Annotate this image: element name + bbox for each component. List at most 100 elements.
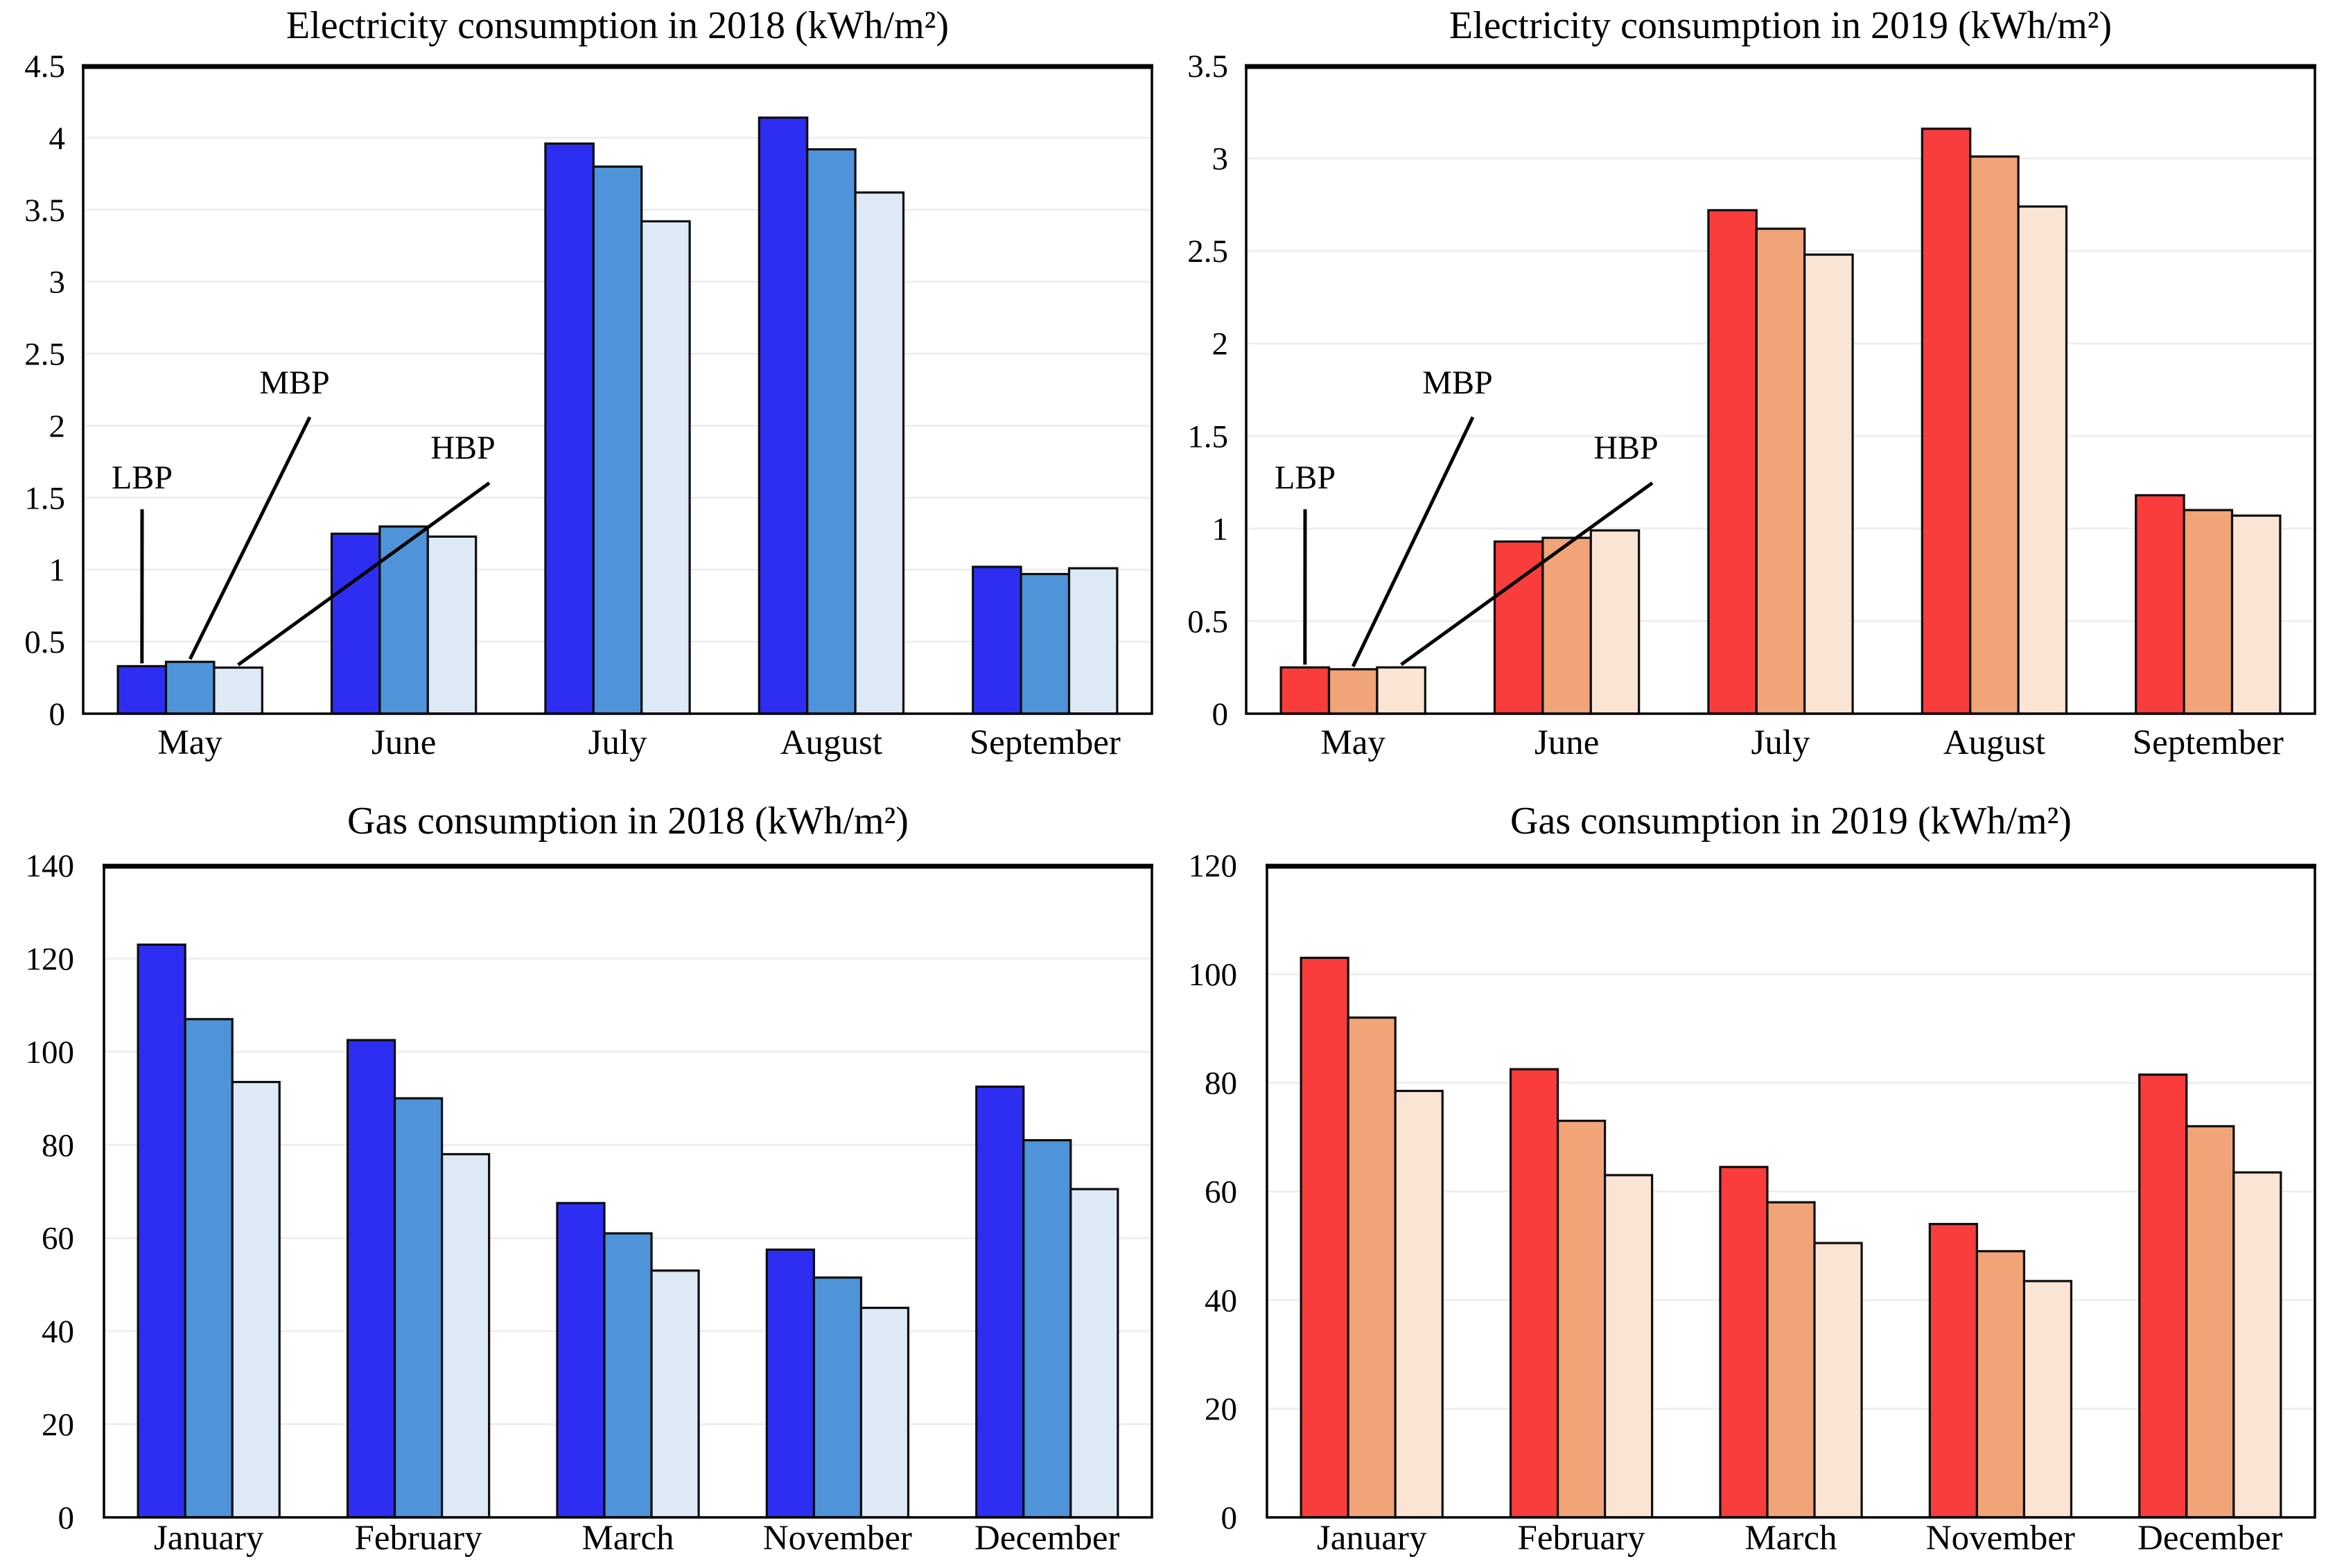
annotation-line-hbp xyxy=(237,481,491,667)
y-tick-label: 20 xyxy=(1205,1391,1237,1427)
y-tick-label: 0 xyxy=(1221,1500,1237,1536)
y-tick-label: 20 xyxy=(42,1407,74,1443)
bar-december-hbp xyxy=(1069,1188,1119,1519)
bar-november-lbp xyxy=(1928,1222,1978,1519)
bar-february-hbp xyxy=(1604,1174,1654,1519)
x-tick-label-july: July xyxy=(1751,723,1810,762)
annotation-line-mbp xyxy=(188,416,312,660)
x-tick-label-march: March xyxy=(1744,1519,1837,1558)
bar-february-hbp xyxy=(441,1153,491,1519)
x-tick-label-december: December xyxy=(2137,1519,2283,1558)
bar-july-lbp xyxy=(544,142,595,715)
y-tick-label: 120 xyxy=(25,941,74,977)
bar-september-hbp xyxy=(2230,514,2282,715)
bar-july-lbp xyxy=(1707,209,1758,715)
chart-title: Gas consumption in 2018 (kWh/m²) xyxy=(347,800,909,843)
bar-december-hbp xyxy=(2232,1171,2282,1519)
y-tick-label: 100 xyxy=(25,1034,74,1071)
bar-june-lbp xyxy=(330,532,381,715)
bar-november-lbp xyxy=(765,1248,815,1519)
bar-september-lbp xyxy=(2135,494,2185,715)
x-tick-label-february: February xyxy=(1518,1519,1646,1558)
bar-september-hbp xyxy=(1067,567,1119,715)
bar-march-lbp xyxy=(556,1201,606,1519)
bar-august-hbp xyxy=(854,191,905,715)
bar-december-lbp xyxy=(2138,1073,2188,1519)
y-tick-label: 2.5 xyxy=(1187,234,1228,270)
y-tick-label: 80 xyxy=(42,1127,74,1163)
bar-june-mbp xyxy=(1541,536,1592,715)
y-tick-label: 0.5 xyxy=(24,624,65,660)
y-tick-label: 1 xyxy=(49,552,66,588)
bar-september-lbp xyxy=(972,565,1022,715)
y-tick-label: 3 xyxy=(49,265,66,301)
x-tick-label-november: November xyxy=(763,1519,912,1558)
y-tick-label: 40 xyxy=(42,1314,74,1350)
bar-november-mbp xyxy=(812,1276,863,1519)
bar-january-hbp xyxy=(231,1080,281,1519)
annotation-label-lbp: LBP xyxy=(1275,459,1336,496)
bar-november-hbp xyxy=(859,1306,910,1519)
chart-title: Electricity consumption in 2019 (kWh/m²) xyxy=(1449,4,2112,47)
y-tick-label: 0.5 xyxy=(1187,604,1228,640)
y-tick-label: 100 xyxy=(1188,957,1237,993)
y-tick-label: 3.5 xyxy=(1187,49,1228,85)
chart-gas-2019: 0 20 40 60 80 100 120 January February March Novem… xyxy=(1163,784,2326,1568)
chart-gas-2018: 0 20 40 60 80 100 120 140 January February March No… xyxy=(0,784,1163,1568)
bar-june-hbp xyxy=(426,535,478,715)
bar-january-mbp xyxy=(184,1018,234,1519)
chart-svg-electricity-2018: 0 0.5 1 1.5 2 2.5 3 3.5 4 4.5 May June July August Sep… xyxy=(24,4,1153,762)
chart-electricity-2019: 0 0.5 1 1.5 2 2.5 3 3.5 May June July August Septemb… xyxy=(1163,0,2326,784)
y-tick-label: 4 xyxy=(49,121,66,157)
bar-december-lbp xyxy=(975,1085,1025,1519)
bar-may-lbp xyxy=(116,664,168,715)
y-tick-label: 0 xyxy=(58,1500,74,1536)
chart-svg-gas-2018: 0 20 40 60 80 100 120 140 January February March No… xyxy=(25,800,1153,1558)
y-tick-label: 2.5 xyxy=(24,337,65,373)
y-tick-label: 1.5 xyxy=(24,480,65,516)
bar-december-mbp xyxy=(2185,1125,2235,1519)
y-tick-label: 0 xyxy=(1212,696,1229,732)
y-tick-label: 1.5 xyxy=(1187,419,1228,455)
annotation-label-hbp: HBP xyxy=(430,430,495,466)
x-tick-label-march: March xyxy=(582,1519,674,1558)
x-tick-label-january: January xyxy=(154,1519,264,1558)
bar-may-hbp xyxy=(213,666,263,715)
y-tick-label: 40 xyxy=(1205,1283,1237,1319)
y-tick-label: 1 xyxy=(1212,511,1229,547)
bar-july-hbp xyxy=(1803,253,1854,715)
y-tick-label: 0 xyxy=(49,696,66,732)
x-tick-label-july: July xyxy=(588,723,647,762)
bar-september-mbp xyxy=(1020,572,1071,715)
y-tick-label: 60 xyxy=(1205,1174,1237,1210)
x-tick-label-january: January xyxy=(1317,1519,1427,1558)
x-tick-label-december: December xyxy=(974,1519,1120,1558)
bar-may-hbp xyxy=(1376,666,1426,715)
bar-february-lbp xyxy=(1509,1068,1559,1519)
bar-july-hbp xyxy=(640,220,691,715)
annotation-label-lbp: LBP xyxy=(112,459,173,496)
x-tick-label-august: August xyxy=(780,723,882,762)
bar-march-mbp xyxy=(1766,1201,1816,1519)
y-tick-label: 3.5 xyxy=(24,193,65,229)
bar-february-lbp xyxy=(346,1039,396,1519)
bar-august-hbp xyxy=(2017,205,2068,715)
bar-september-mbp xyxy=(2183,509,2234,715)
chart-svg-electricity-2019: 0 0.5 1 1.5 2 2.5 3 3.5 May June July August Septemb… xyxy=(1187,4,2316,762)
annotation-label-mbp: MBP xyxy=(259,364,329,401)
y-tick-label: 2 xyxy=(1212,326,1229,362)
bar-july-mbp xyxy=(592,165,643,715)
bar-november-hbp xyxy=(2022,1280,2073,1519)
annotation-label-hbp: HBP xyxy=(1593,430,1658,466)
bar-january-hbp xyxy=(1394,1089,1444,1519)
annotation-line-hbp xyxy=(1400,481,1654,667)
bar-february-mbp xyxy=(1556,1119,1607,1519)
y-tick-label: 60 xyxy=(42,1221,74,1257)
bar-march-mbp xyxy=(603,1232,653,1519)
x-tick-label-june: June xyxy=(1534,723,1599,762)
y-tick-label: 140 xyxy=(25,848,74,884)
y-tick-label: 120 xyxy=(1188,848,1237,884)
chart-title: Electricity consumption in 2018 (kWh/m²) xyxy=(286,4,949,47)
bar-july-mbp xyxy=(1755,227,1806,715)
x-tick-label-june: June xyxy=(371,723,436,762)
